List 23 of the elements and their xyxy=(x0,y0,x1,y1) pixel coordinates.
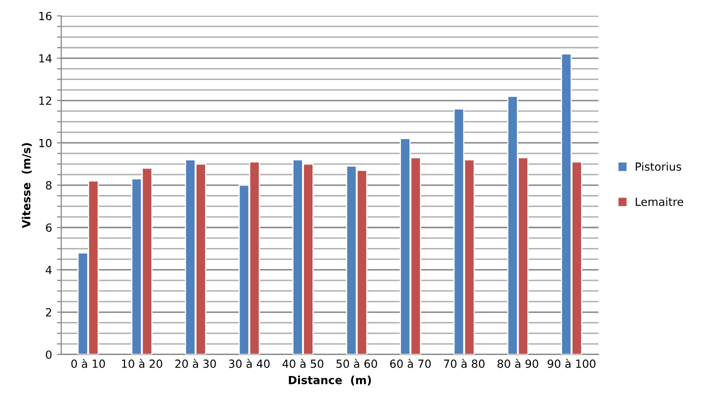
y-tick-label: 6 xyxy=(46,223,52,232)
y-tick-label: 10 xyxy=(39,138,52,148)
y-tick-label: 12 xyxy=(39,96,52,105)
x-tick-label: 0 à 10 xyxy=(71,358,105,368)
y-tick-label: 4 xyxy=(46,266,52,274)
x-tick-label: 40 à 50 xyxy=(282,358,324,368)
legend-label: Lemaitre xyxy=(636,197,684,206)
x-tick-label: 30 à 40 xyxy=(229,358,270,368)
x-tick-label: 50 à 60 xyxy=(336,358,378,368)
x-tick-label: 70 à 80 xyxy=(444,358,484,368)
y-tick-label: 8 xyxy=(46,181,52,190)
x-tick-label: 60 à 70 xyxy=(390,358,431,368)
x-tick-label: 20 à 30 xyxy=(175,358,216,368)
x-tick-label: 90 à 100 xyxy=(548,358,596,368)
y-tick-label: 14 xyxy=(39,54,52,62)
x-axis-title: Distance (m) xyxy=(288,376,371,386)
x-tick-label: 10 à 20 xyxy=(122,358,162,368)
y-axis-title: Vitesse (m/s) xyxy=(22,143,32,228)
legend-label: Pistorius xyxy=(636,162,682,171)
y-tick-label: 16 xyxy=(39,12,52,20)
y-tick-label: 0 xyxy=(46,350,52,359)
x-tick-label: 80 à 90 xyxy=(498,358,538,368)
y-tick-label: 2 xyxy=(46,308,52,316)
